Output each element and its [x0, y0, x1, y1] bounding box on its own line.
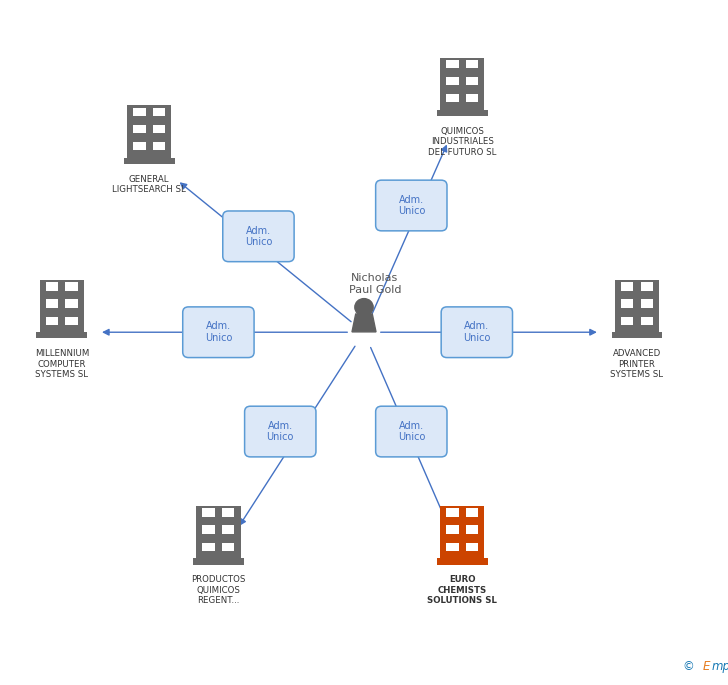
Bar: [222, 508, 234, 516]
Bar: [446, 94, 459, 102]
Bar: [46, 299, 58, 308]
Bar: [641, 316, 653, 325]
Bar: [133, 142, 146, 150]
Bar: [466, 60, 478, 68]
Text: ©: ©: [684, 660, 699, 673]
Bar: [446, 543, 459, 551]
Text: mpresia: mpresia: [712, 660, 728, 673]
Text: Adm.
Unico: Adm. Unico: [266, 421, 294, 443]
Bar: [36, 332, 87, 338]
Bar: [466, 94, 478, 102]
FancyBboxPatch shape: [441, 307, 513, 358]
Bar: [66, 299, 78, 308]
Text: MILLENNIUM
COMPUTER
SYSTEMS SL: MILLENNIUM COMPUTER SYSTEMS SL: [35, 349, 89, 379]
Bar: [446, 77, 459, 85]
Bar: [621, 299, 633, 308]
Text: Adm.
Unico: Adm. Unico: [397, 421, 425, 443]
Circle shape: [355, 299, 373, 316]
FancyBboxPatch shape: [183, 307, 254, 358]
Bar: [466, 525, 478, 534]
Bar: [66, 316, 78, 325]
Bar: [124, 158, 175, 164]
Bar: [133, 125, 146, 133]
Bar: [446, 60, 459, 68]
Bar: [615, 280, 659, 332]
Text: Adm.
Unico: Adm. Unico: [205, 321, 232, 343]
Bar: [153, 108, 165, 116]
Text: PRODUCTOS
QUIMICOS
REGENT...: PRODUCTOS QUIMICOS REGENT...: [191, 575, 245, 606]
Bar: [612, 332, 662, 338]
Text: GENERAL
LIGHTSEARCH SL: GENERAL LIGHTSEARCH SL: [112, 175, 186, 194]
Text: Nicholas
Paul Gold: Nicholas Paul Gold: [349, 273, 401, 295]
Bar: [621, 282, 633, 290]
Bar: [197, 506, 240, 558]
Bar: [466, 543, 478, 551]
Bar: [641, 299, 653, 308]
Bar: [466, 77, 478, 85]
Bar: [193, 558, 244, 564]
Bar: [46, 282, 58, 290]
Text: E: E: [703, 660, 710, 673]
Bar: [466, 508, 478, 516]
Bar: [222, 543, 234, 551]
Text: Adm.
Unico: Adm. Unico: [245, 225, 272, 247]
Bar: [440, 58, 484, 110]
Text: Adm.
Unico: Adm. Unico: [463, 321, 491, 343]
Bar: [127, 105, 171, 158]
Text: ADVANCED
PRINTER
SYSTEMS SL: ADVANCED PRINTER SYSTEMS SL: [611, 349, 663, 379]
FancyBboxPatch shape: [223, 211, 294, 262]
Bar: [153, 142, 165, 150]
Bar: [66, 282, 78, 290]
Bar: [440, 506, 484, 558]
Bar: [437, 110, 488, 116]
Bar: [437, 558, 488, 564]
Bar: [222, 525, 234, 534]
Bar: [40, 280, 84, 332]
Polygon shape: [352, 314, 376, 332]
Bar: [202, 543, 215, 551]
Bar: [621, 316, 633, 325]
Bar: [46, 316, 58, 325]
Text: Adm.
Unico: Adm. Unico: [397, 195, 425, 216]
Text: EURO
CHEMISTS
SOLUTIONS SL: EURO CHEMISTS SOLUTIONS SL: [427, 575, 497, 606]
Bar: [446, 508, 459, 516]
Bar: [446, 525, 459, 534]
Bar: [641, 282, 653, 290]
Bar: [133, 108, 146, 116]
Bar: [202, 525, 215, 534]
Bar: [153, 125, 165, 133]
FancyBboxPatch shape: [245, 406, 316, 457]
Bar: [202, 508, 215, 516]
Text: QUIMICOS
INDUSTRIALES
DEL FUTURO SL: QUIMICOS INDUSTRIALES DEL FUTURO SL: [428, 127, 496, 157]
FancyBboxPatch shape: [376, 406, 447, 457]
FancyBboxPatch shape: [376, 180, 447, 231]
